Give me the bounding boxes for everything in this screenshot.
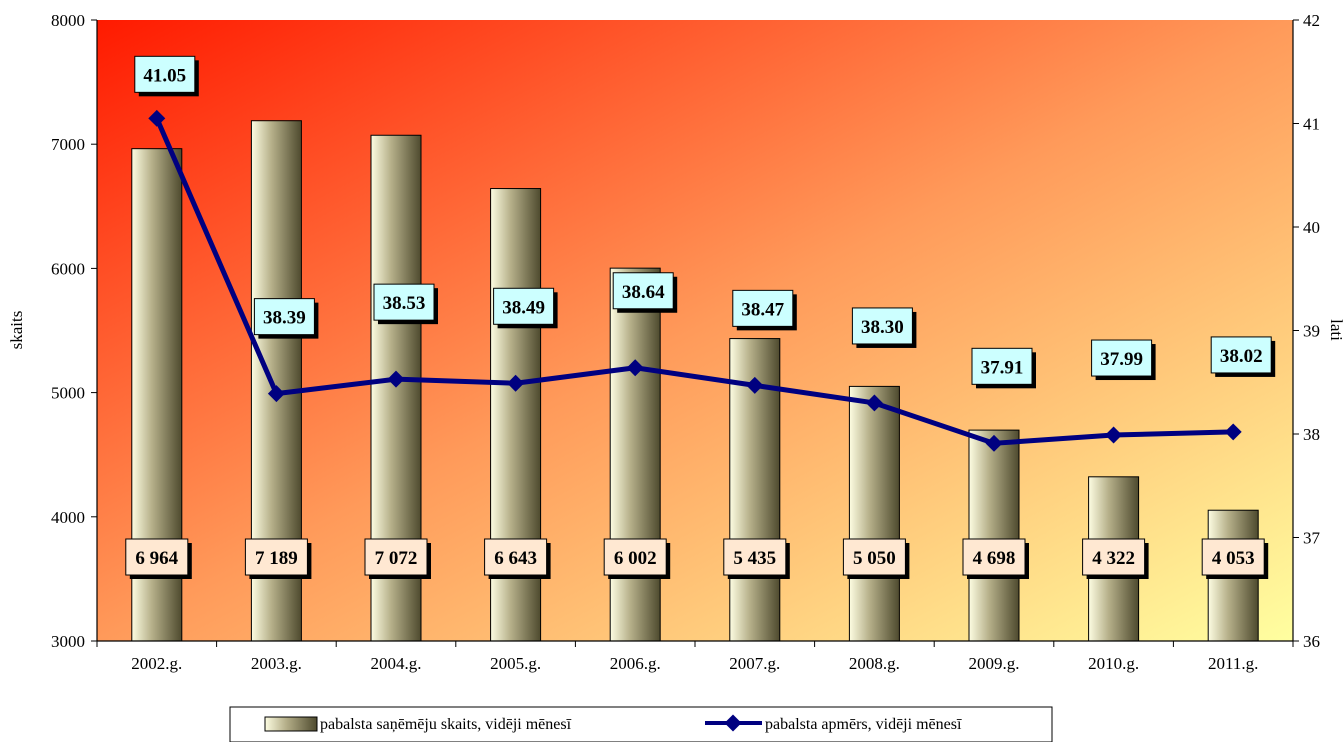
- bar-data-label-box: [842, 538, 906, 576]
- line-data-label-box: [134, 55, 196, 93]
- y-left-tick-label: 5000: [51, 384, 85, 403]
- x-tick-label: 2002.g.: [131, 654, 182, 673]
- line-data-label: 38.39: [263, 308, 306, 329]
- bar-data-label-box: [1201, 538, 1265, 576]
- y-left-tick-label: 3000: [51, 632, 85, 651]
- line-data-label: 38.53: [383, 293, 426, 314]
- x-tick-label: 2009.g.: [969, 654, 1020, 673]
- bar-data-label: 7 072: [375, 548, 418, 569]
- x-tick-label: 2011.g.: [1208, 654, 1258, 673]
- line-data-label-box: [851, 307, 913, 345]
- line-data-label: 38.47: [741, 299, 784, 320]
- bar-data-label: 5 050: [853, 548, 896, 569]
- y-left-axis-label: skaits: [7, 311, 26, 350]
- bar-data-label-box: [484, 538, 548, 576]
- axes-layer: 3000 4000 5000 6000 7000 8000 36 37 38 39 40 41 42 20…: [51, 11, 1321, 673]
- line-data-label: 38.64: [622, 282, 665, 303]
- line-data-label-box: [493, 287, 555, 325]
- x-tick-label: 2010.g.: [1088, 654, 1139, 673]
- y-right-tick-label: 39: [1303, 322, 1320, 341]
- line-data-label: 38.30: [861, 317, 904, 338]
- y-left-tick-label: 4000: [51, 508, 85, 527]
- line-data-label-box: [253, 298, 315, 336]
- x-tick-label: 2006.g.: [610, 654, 661, 673]
- legend-bar-label: pabalsta saņēmēju skaits, vidēji mēnesī: [320, 716, 572, 733]
- line-data-label-box: [1091, 339, 1153, 377]
- line-data-label-box: [1210, 336, 1272, 374]
- line-point: [148, 109, 166, 127]
- legend-line-marker: [724, 714, 742, 732]
- line-data-label: 37.99: [1100, 349, 1143, 370]
- bar-data-label: 5 435: [733, 548, 776, 569]
- y-right-tick-label: 36: [1303, 632, 1320, 651]
- line-data-label-box: [732, 289, 794, 327]
- x-tick-label: 2007.g.: [729, 654, 780, 673]
- bar-data-label-box: [364, 538, 428, 576]
- bar-data-label: 4 322: [1092, 548, 1135, 569]
- bar-data-label-box: [723, 538, 787, 576]
- y-right-tick-label: 41: [1303, 115, 1320, 134]
- bar-data-label-box: [603, 538, 667, 576]
- y-left-tick-label: 6000: [51, 259, 85, 278]
- x-tick-label: 2004.g.: [371, 654, 422, 673]
- bar-data-label-box: [962, 538, 1026, 576]
- bar-data-label: 4 053: [1212, 548, 1255, 569]
- line-data-label-box: [971, 347, 1033, 385]
- line-layer: [148, 109, 1242, 452]
- y-right-tick-label: 42: [1303, 11, 1320, 30]
- data-labels-layer: 6 964 7 189 7 072 6 643 6 002 5 435 5 050 4 698…: [125, 55, 1276, 579]
- y-left-tick-label: 8000: [51, 11, 85, 30]
- line-data-label: 41.05: [143, 65, 186, 86]
- y-left-tick-label: 7000: [51, 135, 85, 154]
- bar-data-label-box: [244, 538, 308, 576]
- legend-bar-swatch: [264, 716, 318, 732]
- x-tick-label: 2003.g.: [251, 654, 302, 673]
- line-point: [626, 359, 644, 377]
- bar: [609, 267, 661, 642]
- line-point: [746, 376, 764, 394]
- line-data-label-box: [612, 272, 674, 310]
- legend-box: [229, 706, 1053, 743]
- line-point: [865, 394, 883, 412]
- bar: [968, 429, 1020, 642]
- line-point: [267, 385, 285, 403]
- line-data-label-box: [373, 283, 435, 321]
- line-point: [985, 434, 1003, 452]
- x-tick-label: 2008.g.: [849, 654, 900, 673]
- bar-data-label: 6 002: [614, 548, 657, 569]
- line-data-label: 38.02: [1220, 346, 1263, 367]
- legend-line-label: pabalsta apmērs, vidēji mēnesī: [765, 716, 962, 733]
- bar-data-label: 7 189: [255, 548, 298, 569]
- bar-data-label: 6 643: [494, 548, 537, 569]
- bar-data-label: 4 698: [973, 548, 1016, 569]
- legend: pabalsta saņēmēju skaits, vidēji mēnesī …: [229, 706, 1053, 743]
- line-data-label: 38.49: [502, 297, 545, 318]
- y-right-tick-label: 38: [1303, 425, 1320, 444]
- bar: [848, 385, 900, 642]
- line-series: [154, 117, 1234, 446]
- bar-data-label-box: [125, 538, 189, 576]
- line-data-label: 37.91: [981, 357, 1024, 378]
- line-point: [387, 370, 405, 388]
- y-right-axis-label: lati: [1327, 319, 1343, 341]
- y-right-tick-label: 37: [1303, 529, 1321, 548]
- bar-data-label-box: [1082, 538, 1146, 576]
- bar-data-label: 6 964: [135, 548, 178, 569]
- y-right-tick-label: 40: [1303, 218, 1320, 237]
- x-tick-label: 2005.g.: [490, 654, 541, 673]
